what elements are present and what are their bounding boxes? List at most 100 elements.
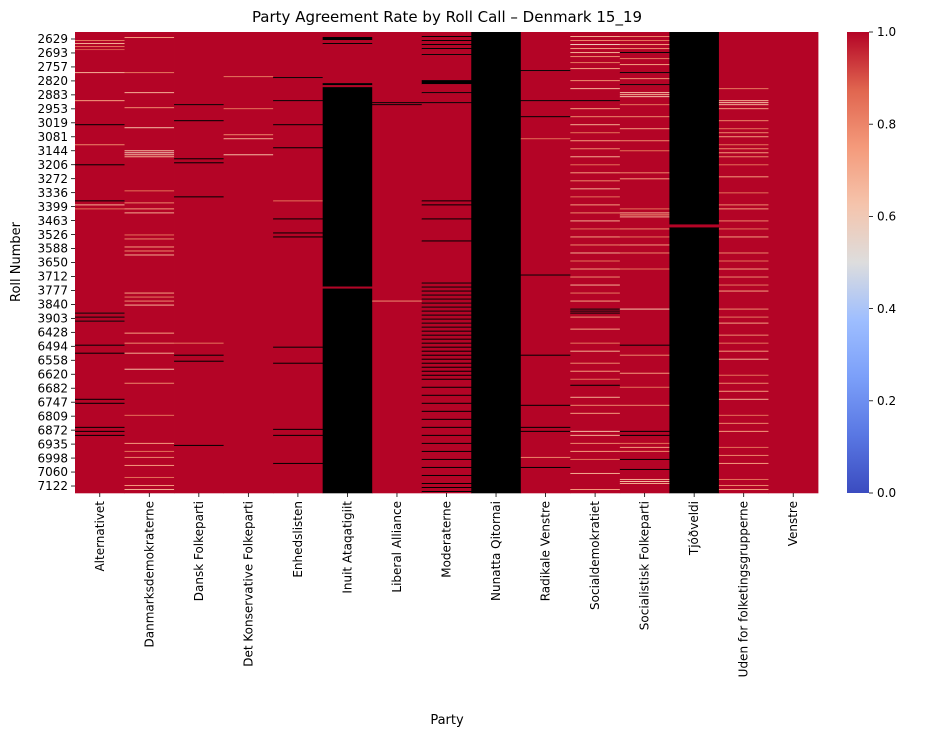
heatmap-cell [619,309,670,345]
heatmap-cell [718,109,769,121]
heatmap-cell [718,128,769,130]
heatmap-cell [174,196,224,198]
heatmap-cell [718,100,769,102]
heatmap-cell [421,307,472,311]
heatmap-cell [570,197,621,205]
heatmap-cell [570,244,621,246]
heatmap-cell [421,492,472,494]
y-tick-label: 2883 [37,88,68,102]
heatmap-cell [75,124,125,126]
heatmap-cell [570,141,621,149]
heatmap-cell [718,204,769,206]
heatmap-cell [570,100,621,102]
heatmap-cell [174,158,224,160]
heatmap-cell [570,405,621,414]
heatmap-cell [619,229,670,237]
heatmap-cell [421,359,472,364]
heatmap-cell [718,136,769,138]
heatmap-cell [75,100,125,102]
heatmap-cell [570,149,621,157]
heatmap-cell [570,213,621,221]
heatmap-cell [174,444,224,447]
heatmap-cell [570,109,621,117]
heatmap-cell [718,285,769,291]
heatmap-cell [570,133,621,141]
heatmap-cell [619,478,670,481]
y-tick-label: 6998 [37,451,68,465]
heatmap-cell [718,152,769,154]
heatmap-cell [619,59,670,65]
heatmap-cell [718,137,769,145]
heatmap-cell [718,485,769,490]
heatmap-cell [570,260,621,262]
heatmap-cell [421,102,472,104]
heatmap-cell [124,255,175,293]
heatmap-cell [570,459,621,474]
heatmap-cell [520,426,571,429]
heatmap-cell [322,43,373,45]
heatmap-cell [520,274,571,276]
heatmap-cell [273,100,324,102]
heatmap-cell [223,134,274,136]
heatmap-cell [124,208,175,210]
heatmap-cell [174,162,224,164]
heatmap-cell [570,63,621,69]
heatmap-cell [124,93,175,108]
y-tick-label: 6620 [37,367,68,381]
heatmap-cell [570,313,621,317]
heatmap-cell [124,151,175,153]
heatmap-cell [273,32,324,78]
heatmap-cell [570,370,621,373]
heatmap-cell [174,32,224,105]
heatmap-cell [124,235,175,239]
heatmap-cell [619,372,670,375]
heatmap-cell [570,45,621,49]
heatmap-cell [619,72,670,74]
heatmap-cell [421,326,472,328]
heatmap-cell [124,152,175,154]
heatmap-cell [124,293,175,297]
heatmap-cell [75,353,125,400]
heatmap-cell [570,196,621,198]
heatmap-cell [570,458,621,461]
heatmap-cell [421,378,472,381]
heatmap-cell [75,41,125,44]
heatmap-cell [570,181,621,189]
heatmap-cell [619,94,670,96]
heatmap-cell [718,101,769,103]
heatmap-cell [718,145,769,149]
heatmap-cell [570,49,621,53]
x-tick-label: Moderaterne [440,501,454,578]
heatmap-cell [619,216,670,218]
heatmap-cell [421,343,472,347]
heatmap-cell [124,484,175,487]
heatmap-cell [570,252,621,254]
heatmap-cell [421,331,472,335]
colorbar-tick-label: 0.2 [877,394,896,408]
heatmap-cell [174,159,224,163]
heatmap-cell [570,311,621,313]
heatmap-cell [75,321,125,345]
x-tick-label: Socialistisk Folkeparti [638,501,652,630]
heatmap-cell [520,70,571,72]
heatmap-cell [570,229,621,237]
heatmap-cell [75,320,125,322]
heatmap-cell [421,306,472,308]
heatmap-cell [75,312,125,314]
heatmap-cell [124,203,175,209]
heatmap-cell [124,415,175,444]
heatmap-cell [174,354,224,356]
heatmap-cell [421,374,472,377]
heatmap-cell [619,447,670,452]
heatmap-cell [421,103,472,201]
x-tick-label: Danmarksdemokraterne [142,501,156,647]
heatmap-cell [619,253,670,269]
heatmap-cell [570,237,621,245]
heatmap-cell [570,343,621,351]
heatmap-cell [718,391,769,400]
heatmap-cell [421,403,472,412]
colorbar-gradient [847,32,869,493]
y-tick-label: 3588 [37,242,68,256]
heatmap-cell [570,350,621,352]
heatmap-cell [421,483,472,488]
